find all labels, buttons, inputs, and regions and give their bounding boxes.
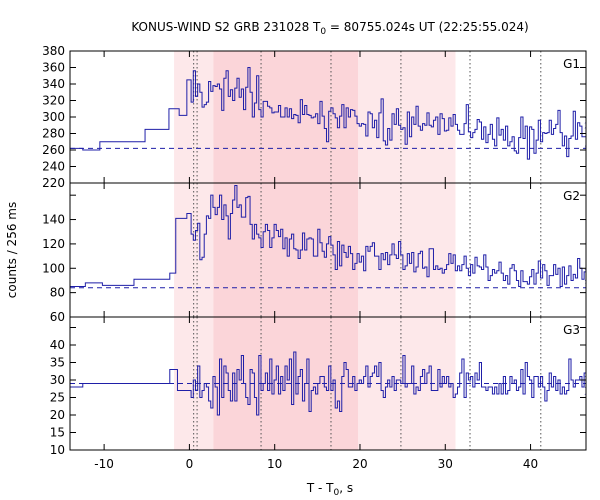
y-tick-label: 280 [42, 127, 65, 141]
y-tick-label: 340 [42, 77, 65, 91]
y-tick-label: 80 [50, 286, 65, 300]
y-tick-label: 40 [50, 338, 65, 352]
x-axis-label: T - T0, s [306, 481, 353, 498]
x-tick-label: -10 [94, 457, 114, 471]
x-tick-label: 20 [352, 457, 367, 471]
y-tick-label: 380 [42, 44, 65, 58]
light-curve-g2 [70, 184, 586, 292]
y-tick-label: 320 [42, 94, 65, 108]
y-tick-label: 35 [50, 356, 65, 370]
y-tick-label: 140 [42, 213, 65, 227]
panel-g3: 10 15 20 25 30 35 40 G3 [50, 316, 587, 457]
y-tick-label: 15 [50, 426, 65, 440]
light-curve-g3 [70, 351, 586, 416]
y-tick-label: 120 [42, 237, 65, 251]
y-axis-label: counts / 256 ms [5, 202, 19, 298]
x-axis-label-suffix: , s [339, 481, 353, 495]
y-tick-label: 25 [50, 391, 65, 405]
panel-g1: 220 240 260 280 300 320 340 360 380 G1 [42, 44, 587, 190]
panel-label-g3: G3 [563, 323, 580, 337]
panel-label-g2: G2 [563, 189, 580, 203]
y-tick-label: 240 [42, 160, 65, 174]
y-tick-label: 20 [50, 408, 65, 422]
panel-label-g1: G1 [563, 57, 580, 71]
chart-title-suffix: = 80755.024s UT (22:25:55.024) [326, 20, 529, 34]
y-tick-label: 300 [42, 110, 65, 124]
y-tick-label: 220 [42, 176, 65, 190]
x-tick-label: 0 [186, 457, 194, 471]
y-tick-label: 30 [50, 373, 65, 387]
panel-g2: 60 80 100 120 140 G2 [42, 182, 587, 324]
shaded-interval-3 [358, 51, 456, 450]
plot-area: 220240260280300320340360380G160801001201… [42, 44, 587, 471]
chart-title: KONUS-WIND S2 GRB 231028 T0 = 80755.024s… [131, 20, 528, 37]
chart-title-subscript: 0 [320, 27, 326, 37]
x-axis-label-prefix: T - T [306, 481, 334, 495]
light-curve-g1 [70, 67, 586, 160]
y-tick-label: 360 [42, 61, 65, 75]
y-tick-label: 260 [42, 143, 65, 157]
panel-frame [69, 316, 587, 451]
x-axis-label-subscript: 0 [334, 488, 340, 498]
y-tick-label: 100 [42, 261, 65, 275]
x-tick-label: 30 [438, 457, 453, 471]
chart-title-prefix: KONUS-WIND S2 GRB 231028 T [131, 20, 321, 34]
y-tick-label: 10 [50, 443, 65, 457]
y-tick-label: 60 [50, 310, 65, 324]
x-tick-label: 10 [267, 457, 282, 471]
x-tick-label: 40 [523, 457, 538, 471]
